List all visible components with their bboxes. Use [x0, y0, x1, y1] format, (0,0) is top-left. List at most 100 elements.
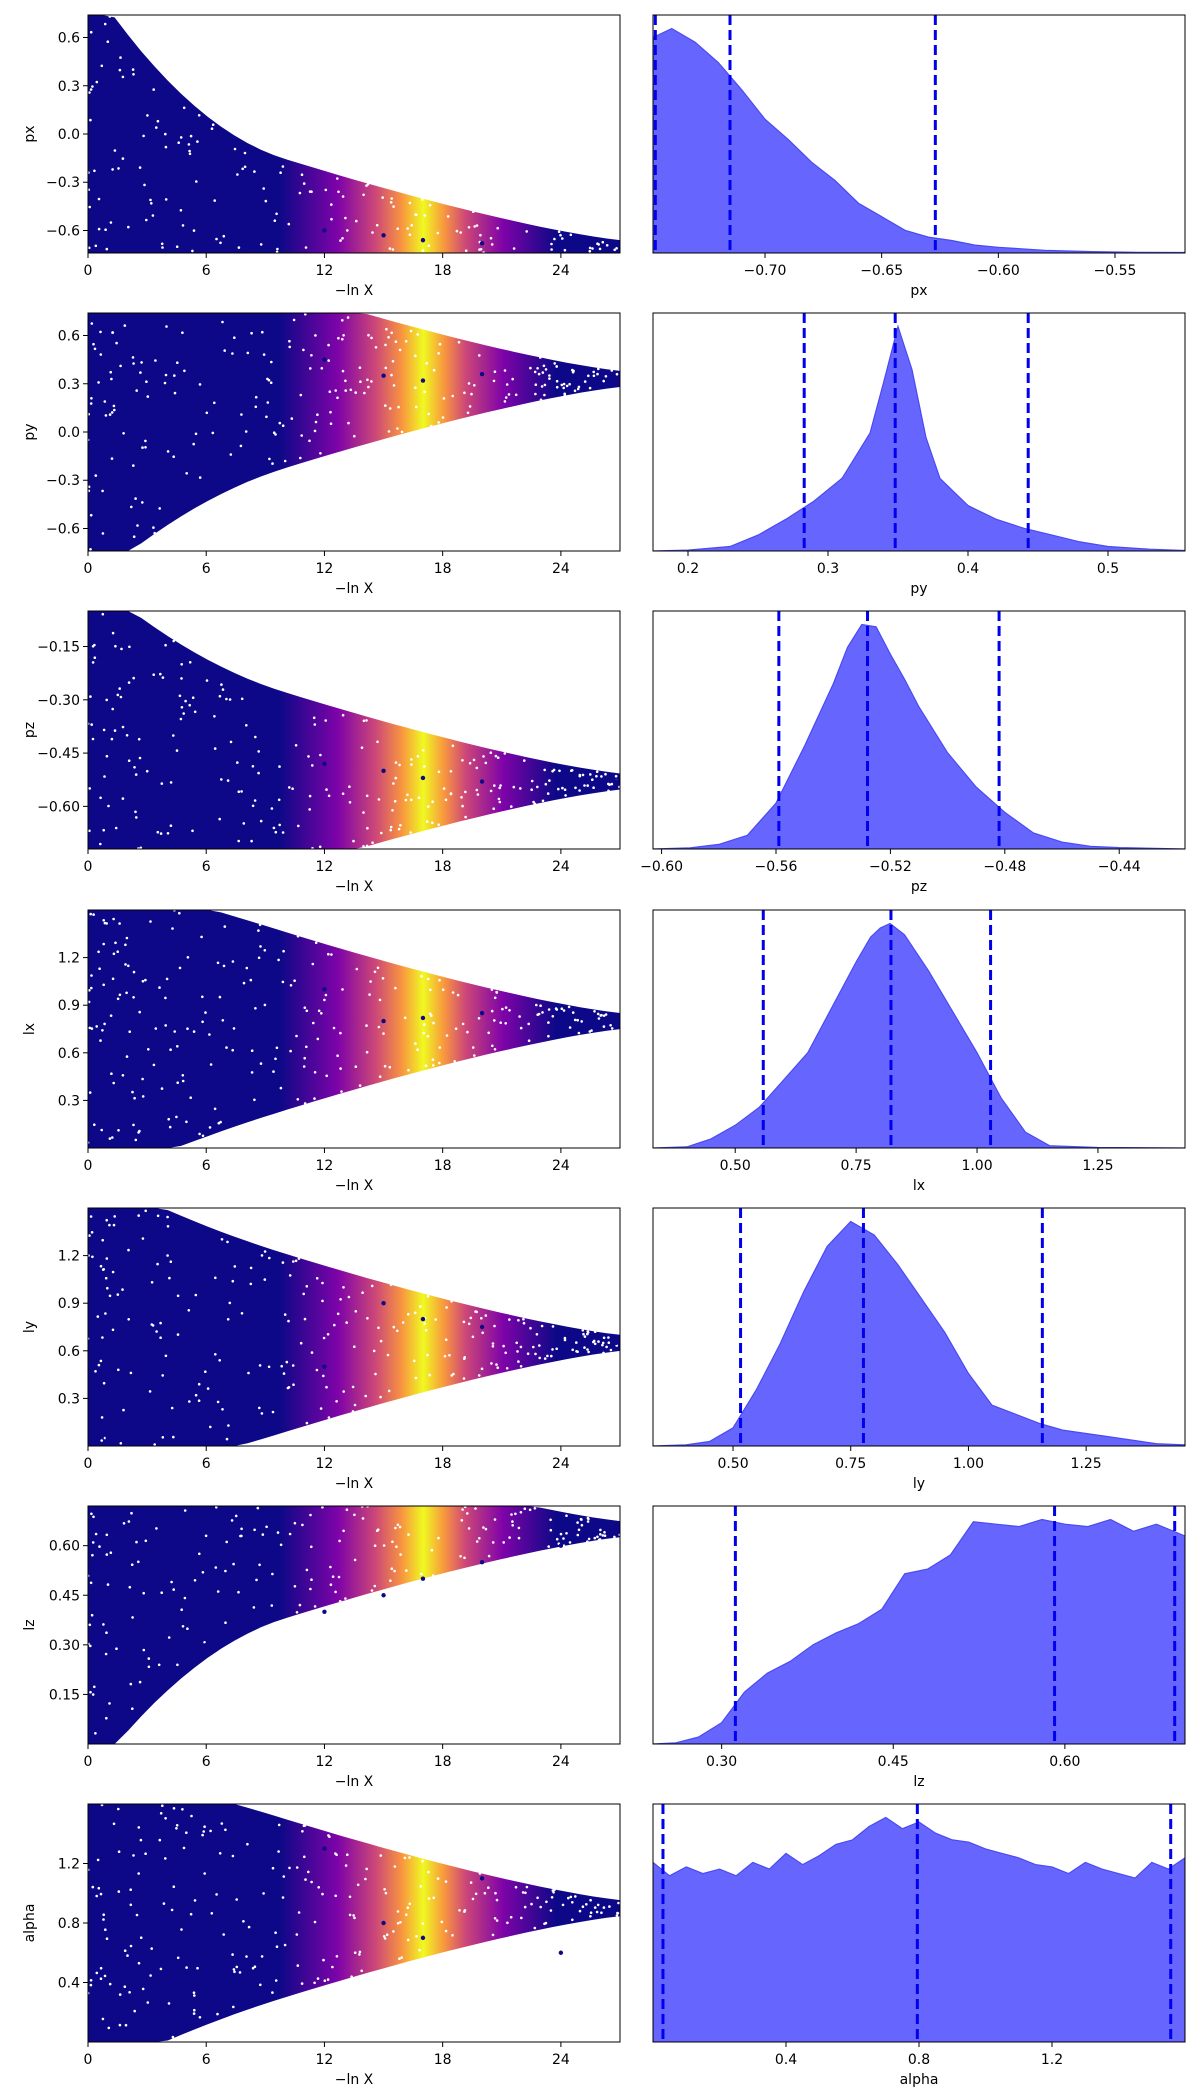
- sample-gap: [111, 977, 115, 981]
- sample-gap: [372, 1349, 376, 1353]
- sample-gap: [335, 1400, 338, 1403]
- sample-gap: [97, 1760, 100, 1763]
- sample-gap: [366, 826, 369, 830]
- sample-gap: [279, 1543, 283, 1547]
- sample-gap: [111, 1328, 115, 1332]
- sample-gap: [167, 1117, 170, 1121]
- axes-frame: [87, 1505, 621, 1745]
- sample-gap: [216, 1400, 220, 1404]
- sample-gap: [218, 1852, 222, 1855]
- sample-gap: [492, 379, 496, 383]
- sample-gap: [93, 643, 96, 647]
- sample-gap: [445, 1306, 448, 1309]
- x-tick-label: 24: [552, 263, 570, 279]
- sample-gap: [467, 1322, 471, 1326]
- sample-gap: [226, 1318, 230, 1321]
- sample-gap: [191, 249, 194, 253]
- sample-gap: [125, 1055, 129, 1058]
- sample-gap: [209, 1829, 212, 1833]
- sample-point: [144, 1221, 150, 1227]
- sample-gap: [252, 1606, 256, 1609]
- sample-gap: [492, 807, 496, 810]
- sample-gap: [493, 784, 496, 787]
- sample-gap: [615, 247, 618, 250]
- sample-gap: [392, 1325, 396, 1329]
- sample-gap: [216, 2012, 219, 2016]
- x-tick-label: 24: [552, 859, 570, 875]
- sample-gap: [553, 362, 556, 365]
- sample-gap: [225, 258, 228, 261]
- sample-gap: [291, 787, 294, 790]
- sample-gap: [162, 1498, 165, 1501]
- sample-gap: [308, 794, 312, 798]
- sample-gap: [308, 808, 312, 811]
- sample-gap: [539, 1905, 542, 1909]
- sample-gap: [111, 1136, 114, 1139]
- x-tick-label: 0: [84, 1456, 93, 1472]
- sample-gap: [598, 247, 602, 251]
- sample-gap: [341, 792, 345, 795]
- sample-gap: [408, 1902, 412, 1906]
- y-tick-label: 0.15: [49, 1687, 80, 1703]
- sample-gap: [103, 400, 107, 403]
- sample-gap: [593, 1342, 597, 1346]
- sample-gap: [120, 647, 123, 651]
- sample-gap: [228, 1301, 232, 1305]
- sample-gap: [121, 1074, 125, 1077]
- sample-gap: [224, 1621, 227, 1624]
- sample-gap: [383, 1888, 386, 1891]
- sample-gap: [523, 1905, 527, 1909]
- sample-gap: [603, 1531, 606, 1534]
- y-tick-label: 0.3: [58, 377, 80, 393]
- sample-gap: [616, 1911, 619, 1915]
- sample-gap: [449, 770, 453, 773]
- sample-gap: [540, 1324, 544, 1328]
- sample-gap: [274, 1057, 277, 1061]
- sample-gap: [141, 446, 144, 449]
- sample-gap: [243, 151, 247, 155]
- sample-gap: [218, 1359, 221, 1362]
- sample-gap: [117, 1890, 121, 1893]
- sample-gap: [257, 1483, 260, 1486]
- sample-gap: [475, 224, 479, 227]
- sample-gap: [362, 719, 366, 723]
- sample-gap: [95, 1971, 99, 1975]
- x-tick-label: 0.3: [817, 561, 839, 577]
- sample-gap: [327, 952, 330, 956]
- sample-gap: [487, 1886, 490, 1889]
- sample-gap: [199, 855, 202, 858]
- sample-gap: [539, 398, 543, 402]
- sample-gap: [410, 798, 413, 802]
- sample-gap: [396, 1523, 400, 1527]
- sample-gap: [159, 1336, 162, 1339]
- sample-gap: [184, 1452, 187, 1455]
- sample-point: [479, 1010, 485, 1016]
- sample-gap: [563, 1338, 567, 1342]
- sample-gap: [438, 1061, 441, 1065]
- sample-gap: [300, 434, 304, 437]
- sample-gap: [233, 1500, 236, 1503]
- sample-gap: [326, 1978, 330, 1981]
- sample-gap: [519, 1365, 523, 1368]
- sample-gap: [601, 1341, 605, 1345]
- sample-gap: [475, 1310, 479, 1314]
- sample-gap: [390, 373, 393, 377]
- y-tick-label: 0.30: [49, 1638, 80, 1654]
- sample-gap: [442, 397, 446, 400]
- sample-gap: [330, 203, 333, 206]
- sample-gap: [407, 1068, 410, 1072]
- sample-gap: [278, 421, 282, 425]
- sample-gap: [90, 723, 93, 726]
- plot-area: [653, 313, 1185, 551]
- sample-gap: [198, 383, 202, 386]
- sample-gap: [475, 263, 478, 266]
- y-tick-label: 1.2: [58, 1857, 80, 1873]
- sample-gap: [172, 734, 175, 737]
- sample-gap: [547, 1545, 550, 1548]
- y-tick-label: 0.3: [58, 1093, 80, 1109]
- sample-gap: [254, 405, 258, 409]
- sample-gap: [93, 1685, 96, 1689]
- sample-gap: [90, 1493, 93, 1496]
- sample-gap: [351, 1385, 355, 1389]
- sample-gap: [138, 166, 142, 169]
